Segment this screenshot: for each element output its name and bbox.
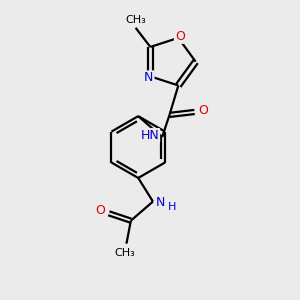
- Text: O: O: [198, 104, 208, 117]
- Text: N: N: [144, 71, 154, 84]
- Text: CH₃: CH₃: [115, 248, 135, 258]
- Text: O: O: [175, 30, 185, 43]
- Text: O: O: [96, 204, 106, 217]
- Text: H: H: [168, 202, 177, 212]
- Text: HN: HN: [140, 129, 159, 142]
- Text: N: N: [156, 196, 165, 208]
- Text: CH₃: CH₃: [125, 15, 146, 25]
